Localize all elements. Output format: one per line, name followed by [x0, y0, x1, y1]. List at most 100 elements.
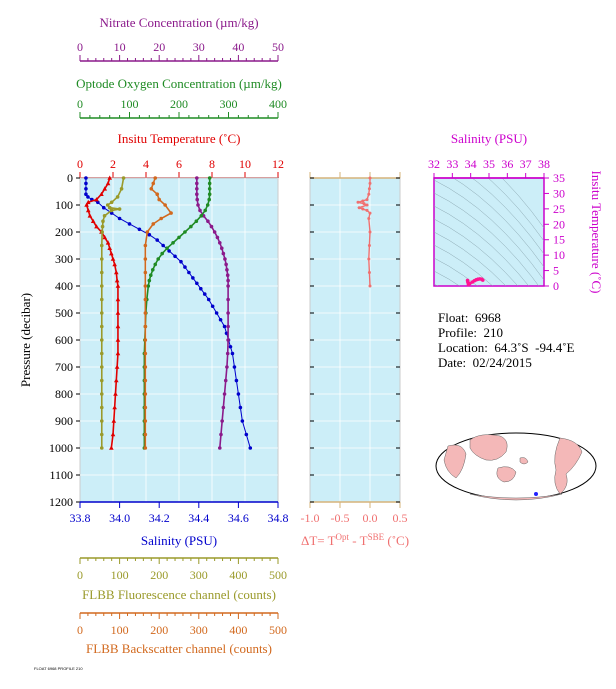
bottom-axes: 33.8 34.0 34.2 34.4 34.6 34.8 Salinity (PSU) 0 1…	[70, 501, 289, 656]
ts-density-contour	[434, 218, 519, 286]
fluorescence-axis-label: FLBB Fluorescence channel (counts)	[82, 587, 276, 602]
dt-point	[368, 230, 372, 234]
salinity-point	[198, 286, 203, 291]
backscatter-point	[145, 230, 150, 234]
ts-density-contour	[434, 205, 530, 286]
backscatter-tick-label: 200	[150, 623, 168, 637]
dt-axis-label-part: Opt	[336, 532, 350, 542]
nitrate-point	[224, 262, 228, 267]
ts-density-contour	[453, 178, 544, 268]
salinity-point	[202, 292, 207, 296]
nitrate-point	[206, 219, 210, 223]
backscatter-tick-label: 0	[77, 623, 83, 637]
fluorescence-point	[119, 187, 124, 191]
oxygen-point	[156, 257, 161, 261]
nitrate-tick-label: 40	[232, 40, 244, 54]
salinity-point	[222, 324, 227, 329]
delta-t-panel: -1.0 -0.5 0.0 0.5 ΔT= TOpt - TSBE (˚C)	[301, 172, 409, 548]
temperature-point	[114, 364, 120, 369]
temperature-tick-label: 12	[272, 157, 284, 171]
oxygen-point	[207, 197, 211, 202]
oxygen-point	[146, 284, 151, 288]
oxygen-point	[189, 224, 193, 229]
oxygen-tick-label: 300	[220, 97, 238, 111]
temperature-point	[112, 405, 117, 410]
backscatter-point	[143, 392, 148, 396]
nitrate-point	[195, 187, 199, 191]
dt-point	[365, 208, 369, 212]
fluorescence-point	[99, 284, 104, 288]
pressure-tick-label: 100	[55, 198, 73, 212]
salinity-point	[228, 344, 233, 349]
salinity-point	[210, 304, 215, 309]
profile-number: Profile: 210	[438, 325, 503, 340]
oxygen-point	[171, 241, 175, 245]
fluorescence-point	[100, 224, 105, 229]
backscatter-point	[143, 311, 148, 315]
nitrate-point	[221, 251, 226, 256]
salinity-tick-label: 33.8	[70, 511, 91, 525]
ts-xtick-label: 38	[538, 157, 550, 171]
fluorescence-tick-label: 200	[150, 568, 168, 582]
salinity-point	[117, 216, 122, 221]
fluorescence-point	[99, 311, 104, 315]
ts-xtick-label: 36	[501, 157, 513, 171]
backscatter-point	[143, 419, 148, 423]
nitrate-point	[212, 230, 217, 234]
backscatter-point	[143, 365, 148, 369]
temperature-point	[109, 251, 114, 256]
fluorescence-point	[105, 203, 110, 207]
backscatter-point	[143, 378, 148, 383]
dt-point	[362, 202, 366, 206]
ts-y-axis-label: Insitu Temperature (˚C)	[589, 170, 604, 293]
temperature-tick-label: 2	[110, 157, 116, 171]
ts-point	[480, 278, 485, 282]
nitrate-tick-label: 30	[193, 40, 205, 54]
dt-point	[357, 206, 361, 210]
temperature-point	[94, 224, 99, 229]
nitrate-tick-label: 10	[114, 40, 126, 54]
nitrate-point	[226, 311, 230, 315]
oxygen-point	[199, 214, 204, 218]
nitrate-point	[225, 365, 229, 369]
temperature-point	[105, 240, 111, 245]
backscatter-tick-label: 300	[190, 623, 208, 637]
backscatter-point	[159, 216, 163, 221]
ts-density-contour	[434, 192, 540, 286]
oxygen-point	[203, 208, 208, 213]
temperature-point	[105, 180, 111, 186]
fluorescence-point	[102, 214, 107, 218]
nitrate-tick-label: 0	[77, 40, 83, 54]
nitrate-point	[217, 241, 222, 245]
temperature-point	[113, 391, 118, 396]
float-id: Float: 6968	[438, 310, 501, 325]
fluorescence-point	[99, 432, 104, 437]
globe-land-eurasia	[469, 434, 508, 461]
dt-axis-label: ΔT= TOpt - TSBE (˚C)	[301, 532, 409, 548]
oxygen-tick-label: 200	[170, 97, 188, 111]
temperature-point	[115, 351, 121, 356]
temperature-point	[99, 191, 104, 196]
nitrate-point	[220, 419, 224, 423]
fluorescence-point	[101, 219, 105, 223]
temperature-point	[115, 310, 121, 315]
backscatter-point	[143, 270, 148, 275]
globe-map	[435, 432, 597, 501]
nitrate-point	[195, 192, 199, 196]
oxygen-point	[150, 268, 155, 272]
dt-point	[367, 187, 371, 191]
salinity-point	[214, 311, 219, 315]
salinity-point	[234, 378, 239, 383]
backscatter-axis-label: FLBB Backscatter channel (counts)	[86, 641, 272, 656]
fluorescence-point	[99, 324, 104, 329]
salinity-point	[109, 211, 114, 215]
backscatter-tick-label: 400	[229, 623, 247, 637]
fluorescence-point	[109, 200, 114, 205]
temperature-point	[94, 197, 99, 202]
temperature-point	[114, 278, 120, 283]
dt-point	[368, 176, 372, 180]
dt-tick-label: 0.5	[393, 511, 408, 525]
nitrate-point	[217, 446, 222, 450]
backscatter-point	[143, 432, 148, 437]
